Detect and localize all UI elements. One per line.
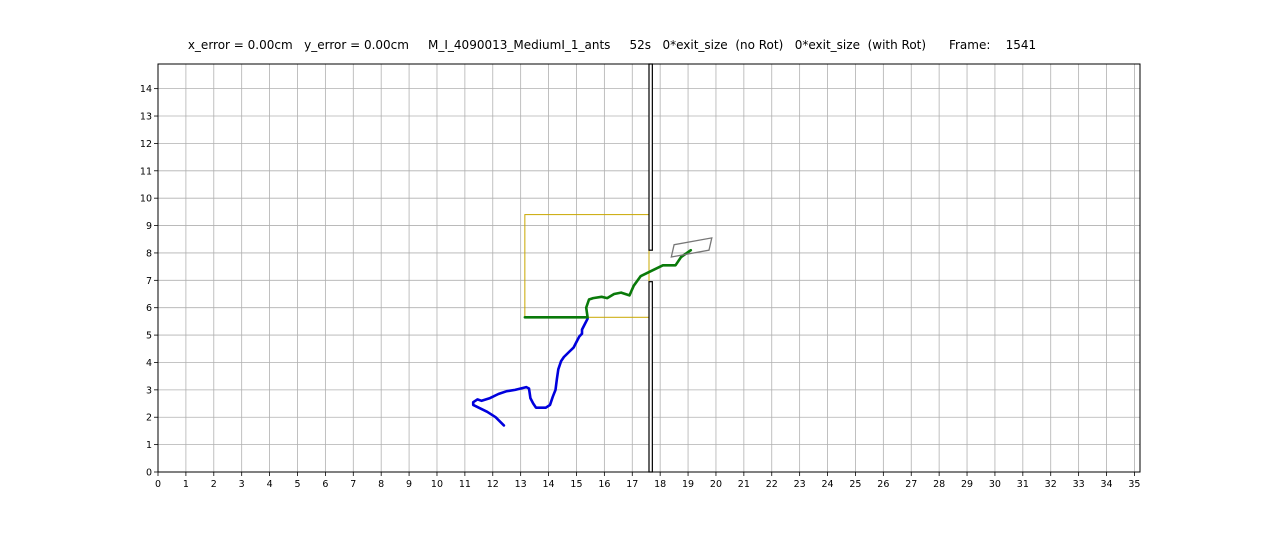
x-tick-label: 11 xyxy=(459,479,471,490)
wall-lower-segment xyxy=(648,281,653,473)
green-trajectory-line xyxy=(523,248,693,319)
y-tick-label: 13 xyxy=(140,112,152,123)
y-tick-label: 12 xyxy=(140,139,152,150)
trajectory-series xyxy=(471,248,693,427)
x-tick-label: 24 xyxy=(821,479,833,490)
x-tick-label: 14 xyxy=(543,479,555,490)
x-tick-label: 16 xyxy=(598,479,610,490)
blue-trajectory-line xyxy=(471,317,589,427)
y-tick-label: 8 xyxy=(146,248,152,259)
x-tick-label: 0 xyxy=(155,479,161,490)
x-tick-label: 33 xyxy=(1073,479,1085,490)
x-tick-label: 28 xyxy=(933,479,945,490)
y-tick-label: 1 xyxy=(146,440,152,451)
x-tick-label: 31 xyxy=(1017,479,1029,490)
y-tick-label: 0 xyxy=(146,468,152,479)
x-tick-label: 12 xyxy=(487,479,499,490)
x-tick-label: 35 xyxy=(1128,479,1140,490)
y-tick-label: 6 xyxy=(146,303,152,314)
wall-upper-segment xyxy=(648,63,653,251)
x-tick-label: 22 xyxy=(766,479,778,490)
y-tick-label: 10 xyxy=(140,194,152,205)
x-tick-label: 10 xyxy=(431,479,443,490)
x-tick-label: 21 xyxy=(738,479,750,490)
x-tick-label: 9 xyxy=(406,479,412,490)
x-tick-label: 19 xyxy=(682,479,694,490)
x-tick-label: 2 xyxy=(211,479,217,490)
x-tick-label: 29 xyxy=(961,479,973,490)
x-tick-label: 8 xyxy=(378,479,384,490)
x-tick-label: 5 xyxy=(294,479,300,490)
x-tick-label: 20 xyxy=(710,479,722,490)
x-tick-label: 34 xyxy=(1100,479,1112,490)
x-tick-label: 26 xyxy=(877,479,889,490)
y-tick-label: 9 xyxy=(146,221,152,232)
x-tick-label: 13 xyxy=(515,479,527,490)
x-tick-label: 27 xyxy=(905,479,917,490)
load-outline xyxy=(670,237,713,258)
y-tick-label: 7 xyxy=(146,276,152,287)
y-tick-label: 14 xyxy=(140,84,152,95)
x-tick-label: 30 xyxy=(989,479,1001,490)
x-tick-label: 4 xyxy=(267,479,273,490)
x-tick-label: 18 xyxy=(654,479,666,490)
plot-frame xyxy=(157,63,1141,473)
y-tick-label: 4 xyxy=(146,358,152,369)
load-rectangle xyxy=(670,237,713,258)
y-tick-label: 3 xyxy=(146,385,152,396)
x-tick-label: 23 xyxy=(794,479,806,490)
x-tick-label: 32 xyxy=(1045,479,1057,490)
x-axis: 0 1 2 3 4 5 6 7 8 9 10 11 12 13 14 15 16 17 18 19 20 21 22 23 24… xyxy=(155,472,1140,490)
y-tick-label: 5 xyxy=(146,331,152,342)
y-tick-label: 2 xyxy=(146,413,152,424)
x-tick-label: 15 xyxy=(570,479,582,490)
x-tick-label: 7 xyxy=(350,479,356,490)
y-tick-label: 11 xyxy=(140,166,152,177)
x-tick-label: 3 xyxy=(239,479,245,490)
chart-title: x_error = 0.00cm y_error = 0.00cm M_I_40… xyxy=(187,38,1037,52)
x-tick-label: 25 xyxy=(849,479,861,490)
x-tick-label: 17 xyxy=(626,479,638,490)
x-tick-label: 1 xyxy=(183,479,189,490)
x-tick-label: 6 xyxy=(322,479,328,490)
